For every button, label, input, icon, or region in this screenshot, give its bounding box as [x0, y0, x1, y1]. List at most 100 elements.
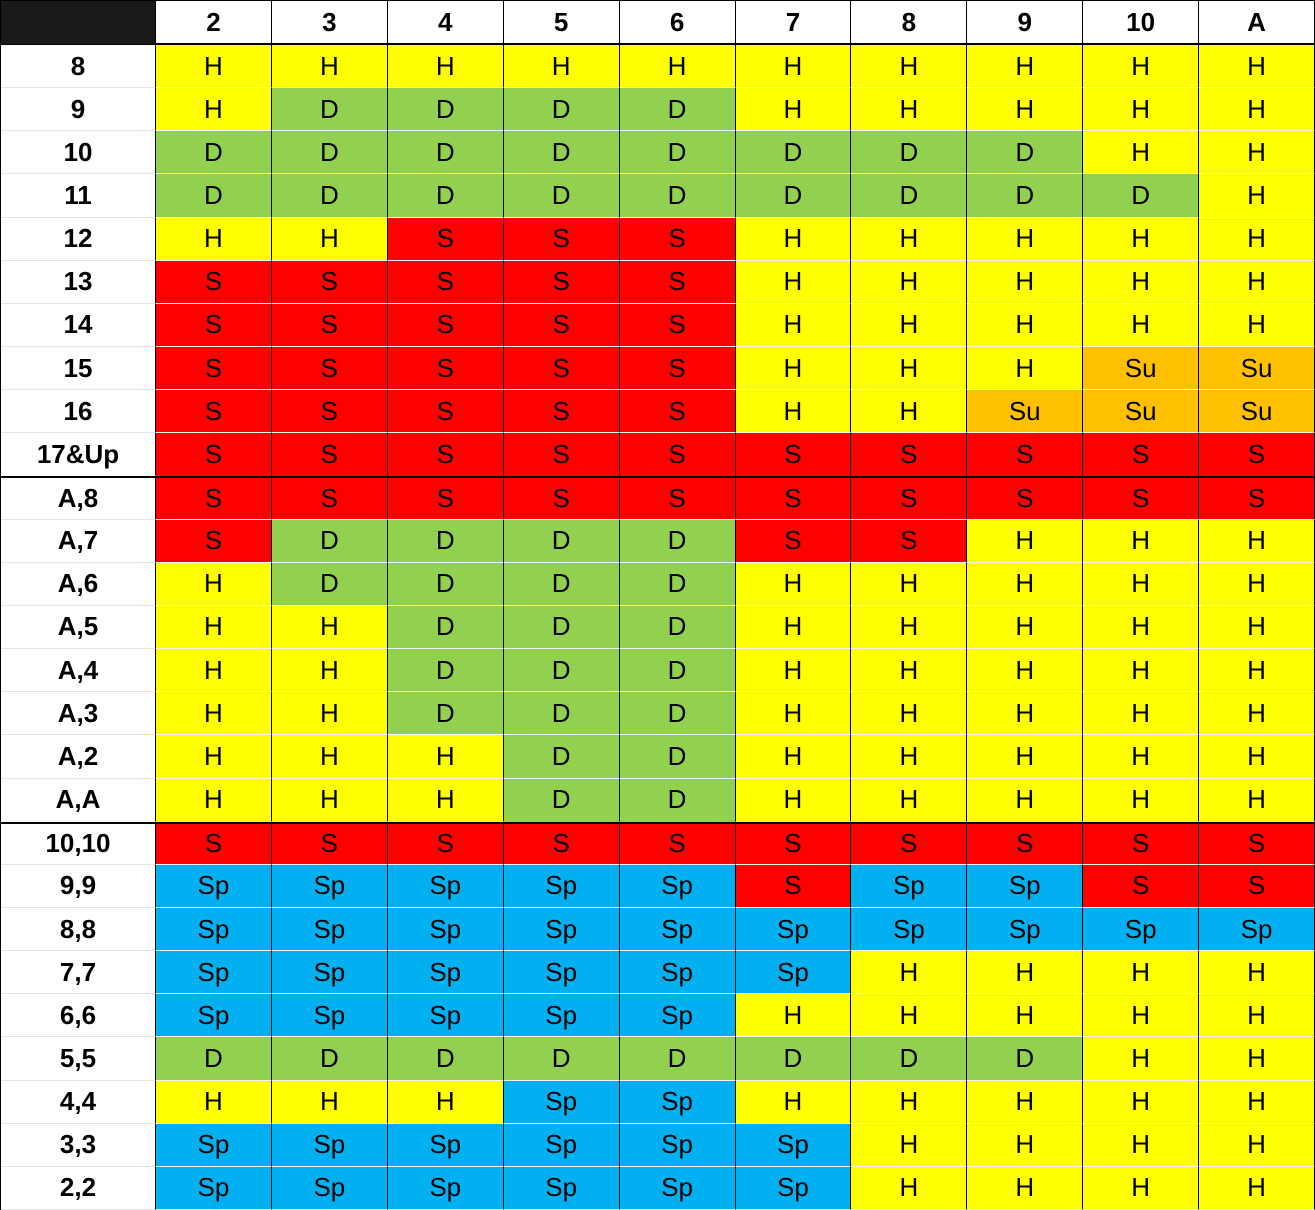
action-cell: Sp — [619, 951, 736, 995]
action-cell: H — [967, 45, 1084, 89]
action-cell: H — [967, 994, 1084, 1038]
action-cell: S — [1083, 433, 1200, 477]
action-cell: S — [1083, 864, 1200, 908]
action-cell: H — [1199, 260, 1315, 304]
action-cell: S — [387, 347, 504, 391]
dealer-upcard-header: 6 — [619, 0, 736, 45]
action-cell: D — [387, 519, 504, 563]
action-cell: S — [156, 433, 272, 477]
action-cell: D — [156, 174, 272, 218]
action-cell: S — [271, 476, 388, 520]
action-cell: S — [619, 821, 736, 865]
action-cell: S — [619, 476, 736, 520]
action-cell: D — [619, 131, 736, 175]
action-cell: D — [387, 174, 504, 218]
action-cell: D — [851, 131, 968, 175]
action-cell: S — [619, 303, 736, 348]
action-cell: D — [735, 131, 852, 175]
action-cell: D — [619, 174, 736, 218]
action-cell: Sp — [271, 864, 388, 908]
action-cell: H — [735, 692, 852, 736]
action-cell: D — [967, 1037, 1084, 1081]
action-cell: H — [851, 994, 968, 1038]
action-cell: H — [156, 217, 272, 261]
action-cell: S — [967, 433, 1084, 477]
action-cell: S — [156, 519, 272, 563]
action-cell: H — [735, 347, 852, 391]
action-cell: H — [735, 45, 852, 89]
dealer-upcard-header: 4 — [387, 0, 504, 45]
action-cell: S — [1083, 821, 1200, 865]
action-cell: S — [1199, 476, 1315, 520]
action-cell: S — [619, 347, 736, 391]
action-cell: H — [851, 1166, 968, 1210]
action-cell: Sp — [156, 864, 272, 908]
action-cell: H — [1083, 303, 1200, 348]
player-hand-label: 17&Up — [1, 433, 156, 477]
action-cell: H — [1199, 778, 1315, 822]
action-cell: S — [503, 476, 620, 520]
action-cell: H — [735, 260, 852, 304]
action-cell: D — [271, 131, 388, 175]
action-cell: H — [503, 45, 620, 89]
action-cell: D — [503, 735, 620, 779]
action-cell: D — [387, 88, 504, 132]
action-cell: D — [619, 562, 736, 606]
action-cell: S — [156, 347, 272, 391]
action-cell: H — [387, 778, 504, 822]
action-cell: D — [619, 778, 736, 822]
action-cell: H — [851, 1123, 968, 1167]
action-cell: S — [735, 433, 852, 477]
action-cell: D — [1083, 174, 1200, 218]
action-cell: H — [156, 605, 272, 650]
action-cell: S — [387, 303, 504, 348]
action-cell: H — [735, 735, 852, 779]
action-cell: H — [1083, 649, 1200, 693]
player-hand-label: 16 — [1, 390, 156, 434]
action-cell: H — [967, 778, 1084, 822]
player-hand-label: A,8 — [1, 476, 156, 520]
action-cell: Sp — [271, 1123, 388, 1167]
action-cell: S — [1199, 821, 1315, 865]
action-cell: H — [1083, 605, 1200, 650]
action-cell: H — [1083, 88, 1200, 132]
action-cell: Sp — [156, 1123, 272, 1167]
action-cell: Sp — [387, 907, 504, 952]
corner-cell — [1, 0, 156, 45]
player-hand-label: 9 — [1, 88, 156, 132]
action-cell: H — [156, 45, 272, 89]
action-cell: S — [156, 303, 272, 348]
action-cell: Sp — [735, 907, 852, 952]
action-cell: H — [851, 649, 968, 693]
action-cell: S — [967, 476, 1084, 520]
player-hand-label: 12 — [1, 217, 156, 261]
player-hand-label: 2,2 — [1, 1166, 156, 1210]
player-hand-label: A,4 — [1, 649, 156, 693]
action-cell: Sp — [503, 994, 620, 1038]
action-cell: S — [735, 821, 852, 865]
action-cell: H — [851, 347, 968, 391]
action-cell: S — [156, 390, 272, 434]
action-cell: H — [851, 390, 968, 434]
action-cell: D — [387, 1037, 504, 1081]
action-cell: S — [387, 260, 504, 304]
action-cell: D — [387, 649, 504, 693]
action-cell: H — [851, 260, 968, 304]
action-cell: S — [387, 821, 504, 865]
action-cell: S — [735, 476, 852, 520]
action-cell: H — [619, 45, 736, 89]
player-hand-label: 14 — [1, 303, 156, 348]
action-cell: H — [1083, 692, 1200, 736]
action-cell: H — [851, 303, 968, 348]
action-cell: D — [271, 1037, 388, 1081]
action-cell: D — [156, 131, 272, 175]
action-cell: H — [851, 735, 968, 779]
action-cell: H — [1083, 951, 1200, 995]
action-cell: H — [271, 735, 388, 779]
action-cell: H — [1199, 1166, 1315, 1210]
player-hand-label: 9,9 — [1, 864, 156, 908]
action-cell: H — [851, 45, 968, 89]
action-cell: S — [503, 433, 620, 477]
action-cell: H — [967, 562, 1084, 606]
action-cell: H — [967, 217, 1084, 261]
